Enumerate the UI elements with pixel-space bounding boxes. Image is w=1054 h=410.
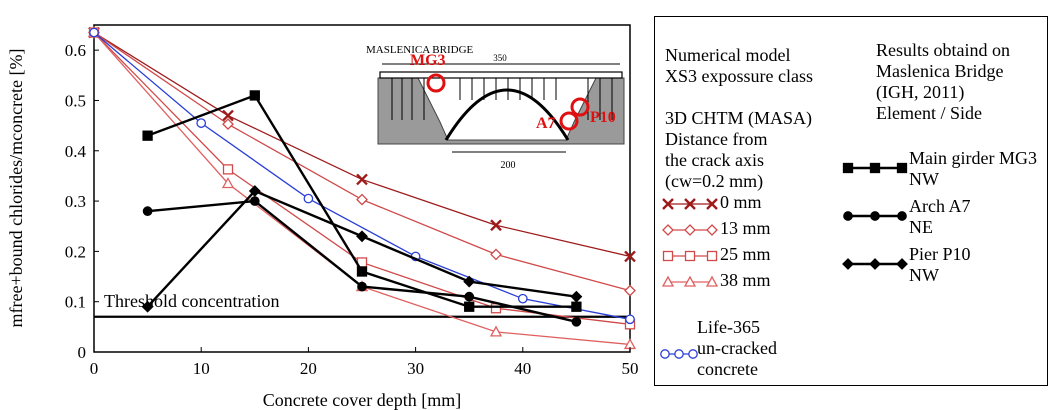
y-tick-label: 0	[78, 343, 87, 362]
data-point	[303, 193, 314, 204]
y-tick-label: 0.2	[65, 242, 86, 261]
y-tick-label: 0.1	[65, 293, 86, 312]
data-point	[356, 173, 368, 186]
data-point	[357, 281, 367, 292]
legend-model-heading: Numerical model XS3 expossure class	[665, 45, 813, 86]
series-6	[142, 196, 582, 327]
data-point	[356, 230, 368, 243]
data-point	[249, 90, 260, 101]
legend-masa-item-3: 38 mm	[720, 270, 771, 290]
data-point	[490, 248, 502, 261]
series-1	[88, 26, 636, 297]
inset-span-label: 350	[493, 53, 507, 63]
legend-masa-item-0: 0 mm	[720, 192, 762, 212]
data-point	[625, 314, 635, 325]
y-tick-label: 0.4	[65, 142, 87, 161]
inset-arch-label: 200	[501, 160, 516, 171]
legend-results-item-2: Pier P10 NW	[909, 244, 971, 285]
data-point	[570, 290, 583, 303]
data-point	[489, 325, 503, 337]
data-point	[248, 185, 261, 197]
data-point	[490, 219, 502, 232]
data-point	[222, 164, 234, 175]
legend-results-heading: Results obtaind on Maslenica Bridge (IGH…	[876, 40, 1010, 123]
y-tick-label: 0.6	[65, 41, 86, 60]
y-tick-label: 0.5	[65, 91, 86, 110]
data-point	[356, 266, 368, 277]
data-point	[624, 284, 636, 297]
threshold-label: Threshold concentration	[104, 291, 279, 311]
x-tick-label: 0	[90, 359, 99, 378]
data-point	[464, 291, 475, 302]
x-axis-label: Concrete cover depth [mm]	[263, 390, 461, 410]
legend-life-label: Life-365 un-cracked concrete	[697, 317, 777, 379]
legend-masa-item-1: 13 mm	[720, 218, 771, 238]
series-line	[93, 32, 631, 320]
chart-plot: 0 10 20 30 40 50 0 0.1 0.2 0.3 0.4 0.5 0.6 Threshold…	[6, 24, 639, 410]
data-point	[624, 250, 636, 263]
data-point	[222, 109, 234, 122]
bridge-inset: MASLENICA BRIDGE 350 200 MG3 A7 P10	[366, 44, 625, 171]
x-tick-label: 50	[622, 359, 639, 378]
x-tick-label: 10	[193, 359, 210, 378]
y-tick-label: 0.3	[65, 192, 86, 211]
series-7	[141, 185, 583, 313]
plot-frame	[93, 24, 631, 353]
data-point	[222, 118, 234, 131]
legend-panel	[654, 16, 1048, 386]
legend-masa-heading: 3D CHTM (MASA) Distance from the crack a…	[665, 108, 813, 191]
legend-masa-item-2: 25 mm	[720, 244, 771, 264]
data-point	[571, 316, 582, 327]
data-point	[490, 303, 502, 314]
series-5	[142, 90, 582, 312]
inset-mark-a7: A7	[536, 115, 556, 132]
data-point	[196, 118, 207, 128]
data-point	[464, 301, 475, 312]
data-point	[221, 177, 235, 189]
y-axis-label: mfree+bound chlorides/mconcrete [%]	[6, 48, 26, 327]
inset-mark-mg3: MG3	[410, 52, 446, 69]
x-tick-label: 40	[514, 359, 531, 378]
data-point	[356, 193, 368, 206]
series-line	[93, 32, 631, 292]
data-point	[571, 301, 582, 312]
data-point	[517, 293, 528, 304]
x-tick-label: 20	[300, 359, 317, 378]
x-tick-label: 30	[407, 359, 424, 378]
data-point	[89, 27, 99, 38]
data-point	[463, 275, 476, 288]
legend-results-item-1: Arch A7 NE	[909, 196, 971, 237]
inset-mark-p10: P10	[590, 109, 616, 126]
series-4	[89, 27, 635, 325]
data-point	[142, 206, 153, 216]
legend-results-item-0: Main girder MG3 NW	[909, 148, 1037, 189]
data-point	[141, 300, 154, 313]
data-point	[142, 130, 153, 141]
data-point	[249, 196, 260, 206]
inset-title: MASLENICA BRIDGE	[366, 44, 474, 56]
